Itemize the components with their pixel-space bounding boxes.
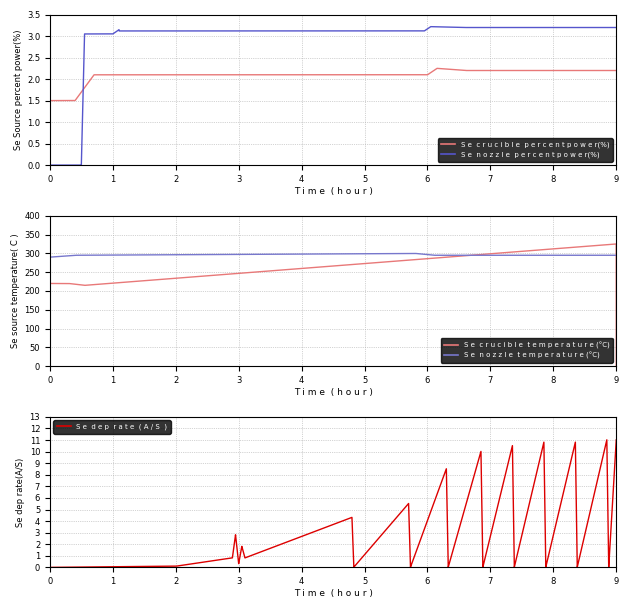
Y-axis label: Se dep rate(A/S): Se dep rate(A/S) <box>16 457 25 527</box>
X-axis label: T i m e  ( h o u r ): T i m e ( h o u r ) <box>294 589 372 598</box>
Legend: S e  c r u c i b l e  t e m p e r a t u r e (°C), S e  n o z z l e  t e m p e r : S e c r u c i b l e t e m p e r a t u r … <box>440 338 613 363</box>
Y-axis label: Se Source percent power(%): Se Source percent power(%) <box>14 30 23 150</box>
X-axis label: T i m e  ( h o u r ): T i m e ( h o u r ) <box>294 186 372 195</box>
X-axis label: T i m e  ( h o u r ): T i m e ( h o u r ) <box>294 388 372 396</box>
Y-axis label: Se source temperature( C ): Se source temperature( C ) <box>11 234 20 348</box>
Legend: S e  d e p  r a t e  ( A / S  ): S e d e p r a t e ( A / S ) <box>54 420 171 434</box>
Legend: S e  c r u c i b l e  p e r c e n t p o w e r(%), S e  n o z z l e  p e r c e n : S e c r u c i b l e p e r c e n t p o w … <box>438 138 613 161</box>
